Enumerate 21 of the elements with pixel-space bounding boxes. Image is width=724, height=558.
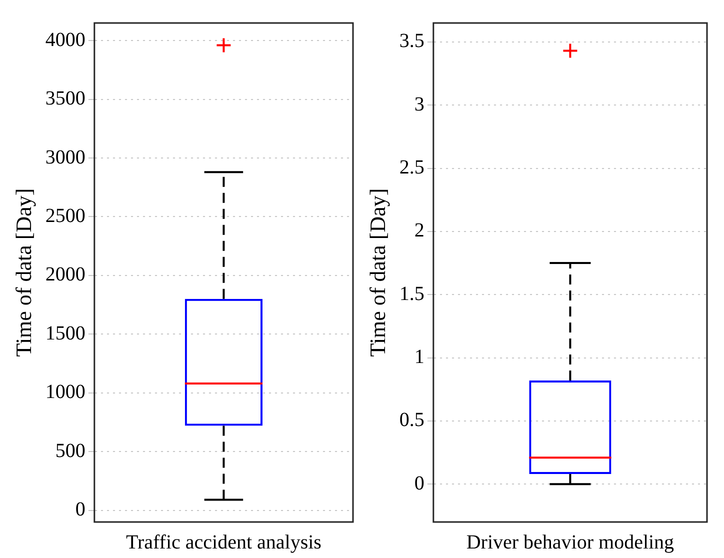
y-tick-label: 2000 [45, 264, 86, 286]
y-tick-label: 2500 [45, 204, 86, 227]
x-tick-label: Traffic accident analysis [126, 531, 322, 554]
y-tick-label: 0 [414, 472, 424, 494]
y-tick-label: 0 [75, 498, 86, 521]
y-tick-label: 4000 [45, 28, 86, 51]
y-tick-label: 1000 [45, 381, 86, 404]
y-tick-label: 2.5 [399, 156, 424, 179]
y-tick-label: 500 [55, 440, 86, 462]
y-tick-label: 3000 [45, 146, 86, 168]
y-axis-title: Time of data [Day] [10, 188, 36, 357]
y-tick-label: 1.5 [399, 282, 424, 305]
y-tick-label: 3500 [45, 88, 86, 110]
y-tick-label: 3 [414, 93, 424, 116]
y-tick-label: 2 [414, 220, 424, 242]
y-tick-label: 1 [414, 346, 424, 368]
y-tick-label: 1500 [45, 322, 86, 344]
y-tick-label: 0.5 [399, 409, 424, 432]
x-tick-label: Driver behavior modeling [466, 531, 674, 554]
y-tick-label: 3.5 [399, 30, 424, 52]
y-axis-title: Time of data [Day] [364, 188, 390, 357]
